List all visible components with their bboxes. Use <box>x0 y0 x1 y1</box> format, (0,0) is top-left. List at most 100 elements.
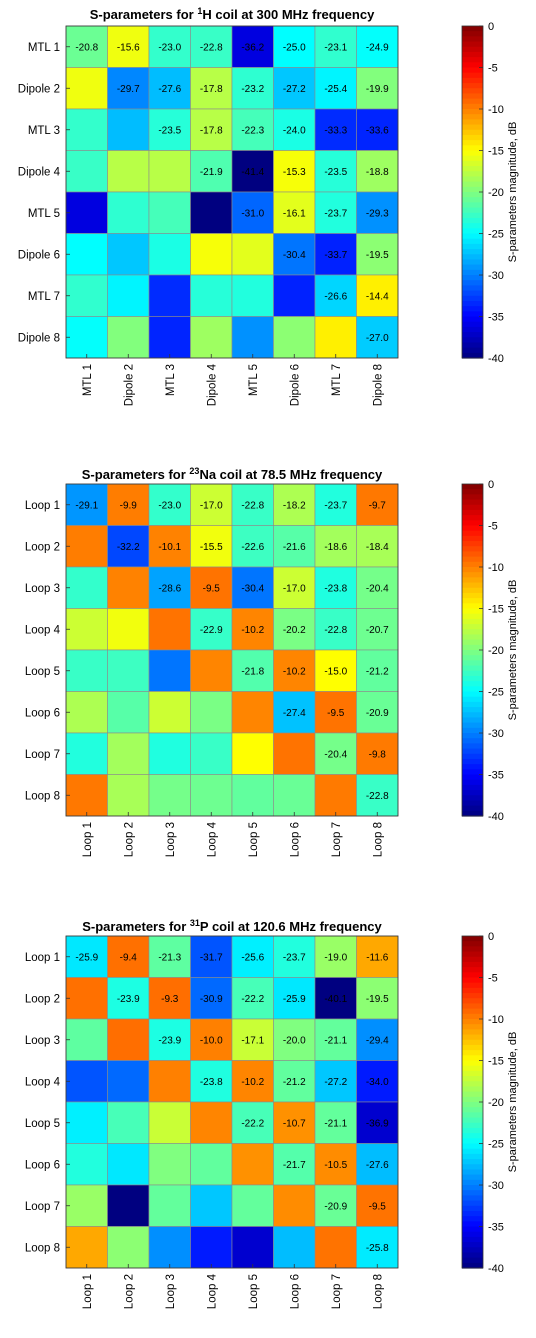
colorbar-tick-label: -35 <box>488 1222 504 1234</box>
cell-value-label: -9.8 <box>369 749 387 760</box>
heatmap-cell <box>107 108 150 151</box>
heatmap-cell <box>314 191 357 234</box>
y-tick-label: Loop 6 <box>25 707 60 719</box>
heatmap-cell <box>190 774 233 817</box>
heatmap-cell <box>356 233 399 276</box>
colorbar-segment <box>462 1169 483 1176</box>
heatmap-cell <box>190 977 233 1020</box>
colorbar-segment <box>462 795 483 802</box>
cell-value-label: -27.6 <box>366 1160 389 1171</box>
cell-value-label: -22.2 <box>241 994 264 1005</box>
colorbar-segment <box>462 800 483 807</box>
colorbar-segment <box>462 326 483 333</box>
colorbar-tick-label: 0 <box>488 21 494 33</box>
colorbar-segment <box>462 691 483 698</box>
colorbar-segment <box>462 1148 483 1155</box>
colorbar-segment <box>462 259 483 266</box>
colorbar-segment <box>462 504 483 511</box>
heatmap-cell <box>148 566 191 609</box>
colorbar-segment <box>462 941 483 947</box>
colorbar-tick-label: 0 <box>488 931 494 943</box>
cell-value-label: -22.3 <box>241 125 264 136</box>
cell-value-label: -23.2 <box>241 84 264 95</box>
colorbar-tick-label: -20 <box>488 645 504 657</box>
axes-frame <box>65 935 399 1269</box>
heatmap-cell <box>273 274 316 317</box>
cell-value-label: -23.7 <box>283 952 306 963</box>
cell-value-label: -21.8 <box>241 666 264 677</box>
y-tick-label: Dipole 8 <box>18 332 60 344</box>
heatmap-cell <box>273 1101 316 1144</box>
colorbar-segment <box>462 951 483 958</box>
colorbar-segment <box>462 249 483 255</box>
cell-value-label: -21.2 <box>283 1077 306 1088</box>
heatmap-cell <box>148 316 191 359</box>
heatmap-cell <box>314 1143 357 1186</box>
cell-value-label: -10.2 <box>241 625 264 636</box>
colorbar-segment <box>462 197 483 203</box>
colorbar-segment <box>462 530 483 537</box>
heatmap-cell <box>65 774 108 817</box>
x-tick-label: MTL 1 <box>82 364 94 396</box>
heatmap-cell <box>65 191 108 234</box>
colorbar-segment <box>462 572 483 578</box>
colorbar-tick-label: -30 <box>488 728 504 740</box>
cell-value-label: -15.3 <box>283 167 306 178</box>
cell-value-label: -40.1 <box>324 994 347 1005</box>
axes-frame <box>65 483 399 817</box>
y-tick-label: Loop 2 <box>25 541 60 553</box>
colorbar-segment <box>462 51 483 58</box>
cell-value-label: -21.1 <box>324 1035 347 1046</box>
cell-value-label: -17.8 <box>200 84 223 95</box>
colorbar-segment <box>462 228 483 235</box>
colorbar-segment <box>462 1070 483 1077</box>
colorbar-segment <box>462 956 483 963</box>
colorbar-segment <box>462 712 483 719</box>
heatmap-cell <box>190 316 233 359</box>
cell-value-label: -27.6 <box>158 84 181 95</box>
colorbar-tick-label: -15 <box>488 146 504 158</box>
heatmap-cell <box>231 1101 274 1144</box>
colorbar: 0 -5 -10 -15 -20 -25 -30 -35 -40 S-parameters mag… <box>461 479 519 823</box>
colorbar-segment <box>462 114 483 120</box>
heatmap-cell <box>65 608 108 651</box>
heatmap-cell <box>107 1226 150 1269</box>
heatmap-cell <box>356 1101 399 1144</box>
colorbar-tick-label: -5 <box>488 63 498 75</box>
heatmap-cell <box>314 274 357 317</box>
chart-title: S-parameters for 23Na coil at 78.5 MHz f… <box>82 466 383 482</box>
heatmap-cell <box>231 483 274 526</box>
heatmap-cell <box>190 483 233 526</box>
colorbar-segment <box>462 1065 483 1072</box>
heatmap-cell <box>190 1226 233 1269</box>
colorbar-segment <box>462 696 483 703</box>
heatmap-panel-2: S-parameters for 23Na coil at 78.5 MHz f… <box>25 466 519 857</box>
colorbar-segment <box>462 810 483 817</box>
heatmap-cell <box>190 608 233 651</box>
colorbar-segment <box>462 1205 483 1212</box>
heatmap-cell <box>107 150 150 193</box>
colorbar-segment <box>462 1262 483 1269</box>
cell-value-label: -10.5 <box>324 1160 347 1171</box>
heatmap-cell <box>273 108 316 151</box>
colorbar-segment <box>462 1257 483 1264</box>
colorbar-segment <box>462 36 483 43</box>
heatmap-cell <box>107 649 150 692</box>
cell-value-label: -23.0 <box>158 500 181 511</box>
heatmap-cell <box>65 150 108 193</box>
colorbar-segment <box>462 1190 483 1196</box>
colorbar-segment <box>462 946 483 953</box>
colorbar-tick-label: -15 <box>488 1056 504 1068</box>
colorbar-segment <box>462 109 483 115</box>
heatmap-cell <box>356 25 399 68</box>
colorbar-segment <box>462 1138 483 1145</box>
colorbar-segment <box>462 650 483 656</box>
cell-value-label: -27.2 <box>283 84 306 95</box>
y-tick-label: Loop 8 <box>25 1242 60 1254</box>
heatmap-panel-3: S-parameters for 31P coil at 120.6 MHz f… <box>25 918 519 1309</box>
heatmap-cell <box>65 525 108 568</box>
chart-title-prefix: S-parameters for <box>82 919 190 934</box>
heatmap-cell <box>231 316 274 359</box>
cell-value-label: -30.9 <box>200 994 223 1005</box>
